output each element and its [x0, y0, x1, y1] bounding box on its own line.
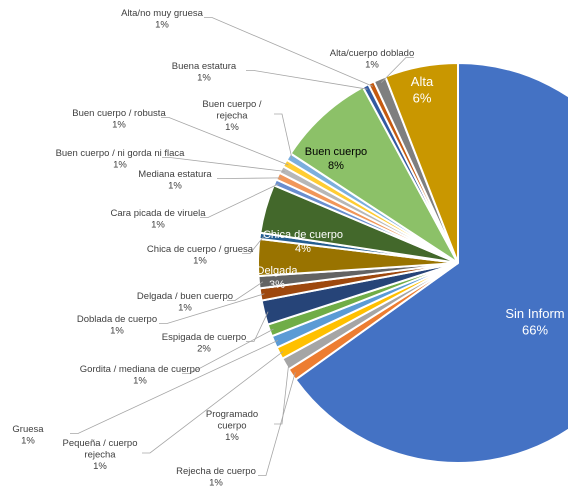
slice-value: 1%: [112, 119, 126, 130]
leader-line-delgada-buen-cuerpo: [227, 281, 264, 301]
slice-label-pequena-cuerpo-rejecha: Pequeña / cuerpo rejecha 1%: [62, 438, 137, 472]
leader-lines: [70, 17, 414, 476]
slice-name: Gordita / mediana de cuerpo: [80, 364, 200, 375]
slice-name: Delgada: [257, 265, 299, 277]
leader-line-programado-cuerpo: [274, 361, 290, 425]
slice-label-alta-cuerpo-doblado: Alta/cuerpo doblado 1%: [330, 48, 415, 70]
pie-slices: [257, 61, 568, 464]
leader-line-espigada-de-cuerpo: [246, 311, 269, 342]
leader-line-gruesa: [70, 340, 279, 434]
slice-label-buena-estatura: Buena estatura 1%: [172, 61, 237, 83]
slice-label-delgada-buen-cuerpo: Delgada / buen cuerpo 1%: [137, 291, 233, 313]
slice-name: Alta: [411, 74, 434, 89]
slice-value: 1%: [225, 432, 239, 443]
slice-value: 1%: [151, 219, 165, 230]
slice-label-chica-de-cuerpo: Chica de cuerpo 4%: [263, 229, 343, 255]
slice-value: 4%: [295, 243, 311, 255]
slice-label-alta-no-muy-gruesa: Alta/no muy gruesa 1%: [121, 8, 204, 30]
slice-value: 1%: [193, 255, 207, 266]
slice-label-buen-cuerpo-robusta: Buen cuerpo / robusta 1%: [72, 108, 166, 130]
slice-value: 8%: [328, 160, 344, 172]
slice-name: Programado: [206, 409, 258, 420]
slice-name: Buen cuerpo /: [202, 99, 262, 110]
leader-line-alta-cuerpo-doblado: [380, 57, 414, 83]
slice-label-doblada-de-cuerpo: Doblada de cuerpo 1%: [77, 314, 157, 336]
leader-line-chica-de-cuerpo-gruesa: [242, 236, 265, 254]
slice-label-delgada: Delgada 3%: [257, 265, 299, 291]
leader-line-buen-cuerpo-robusta: [161, 117, 289, 166]
slice-value: 2%: [197, 343, 211, 354]
slice-value: 1%: [178, 302, 192, 313]
slice-name: rejecha: [216, 110, 248, 121]
slice-value: 1%: [133, 375, 147, 386]
slice-name: Buen cuerpo / ni gorda ni flaca: [56, 148, 186, 159]
slice-value: 1%: [168, 180, 182, 191]
slice-name: Cara picada de viruela: [110, 208, 206, 219]
leader-line-buen-cuerpo-rejecha: [274, 113, 293, 159]
slice-label-rejecha-de-cuerpo: Rejecha de cuerpo 1%: [176, 466, 256, 488]
slice-value: 1%: [155, 19, 169, 30]
leader-line-gordita-mediana-de-cuerpo: [182, 328, 274, 374]
leader-line-mediana-estatura: [217, 177, 282, 179]
slice-label-buen-cuerpo: Buen cuerpo 8%: [305, 146, 367, 172]
slice-label-cara-picada-de-viruela: Cara picada de viruela 1%: [110, 208, 206, 230]
slice-label-alta: Alta 6%: [411, 74, 434, 105]
slice-value: 1%: [365, 59, 379, 70]
leader-line-alta-no-muy-gruesa: [204, 17, 374, 87]
slice-name: Rejecha de cuerpo: [176, 466, 256, 477]
slice-value: 1%: [197, 72, 211, 83]
slice-label-sin-informacion: Sin Inform 66%: [505, 306, 564, 337]
slice-name: Espigada de cuerpo: [162, 332, 247, 343]
slice-name: Mediana estatura: [138, 169, 212, 180]
slice-name: Buen cuerpo: [305, 146, 367, 158]
leader-line-rejecha-de-cuerpo: [258, 372, 296, 476]
slice-label-chica-de-cuerpo-gruesa: Chica de cuerpo / gruesa 1%: [147, 244, 254, 266]
slice-name: Delgada / buen cuerpo: [137, 291, 233, 302]
slice-value: 1%: [113, 159, 127, 170]
slice-name: rejecha: [84, 449, 116, 460]
pie-slice-alta: [384, 61, 459, 264]
slice-labels: Sin Inform 66%Rejecha de cuerpo 1%Programa…: [12, 8, 564, 488]
pie-slice-sin-informacion: [294, 61, 568, 464]
slice-label-programado-cuerpo: Programado cuerpo 1%: [206, 409, 258, 443]
slice-name: Buen cuerpo / robusta: [72, 108, 166, 119]
slice-name: Alta/cuerpo doblado: [330, 48, 415, 59]
slice-value: 1%: [209, 477, 223, 488]
slice-name: cuerpo: [217, 420, 246, 431]
leader-line-buen-cuerpo-ni-gorda-ni-flaca: [162, 157, 285, 172]
slice-label-espigada-de-cuerpo: Espigada de cuerpo 2%: [162, 332, 247, 354]
slice-label-gruesa: Gruesa 1%: [12, 424, 44, 446]
slice-value: 1%: [93, 461, 107, 472]
slice-name: Gruesa: [12, 424, 44, 435]
leader-line-doblada-de-cuerpo: [159, 293, 265, 324]
slice-name: Pequeña / cuerpo: [62, 438, 137, 449]
slice-value: 1%: [225, 122, 239, 133]
slice-name: Doblada de cuerpo: [77, 314, 157, 325]
slice-label-buen-cuerpo-rejecha: Buen cuerpo / rejecha 1%: [202, 99, 262, 133]
slice-value: 1%: [21, 435, 35, 446]
slice-value: 66%: [522, 322, 548, 337]
slice-value: 3%: [269, 279, 285, 291]
leader-line-cara-picada-de-viruela: [200, 183, 279, 218]
slice-name: Chica de cuerpo: [263, 229, 343, 241]
leader-line-pequena-cuerpo-rejecha: [142, 351, 284, 454]
slice-label-mediana-estatura: Mediana estatura 1%: [138, 169, 212, 191]
slice-name: Chica de cuerpo / gruesa: [147, 244, 254, 255]
slice-value: 6%: [413, 90, 432, 105]
slice-label-buen-cuerpo-ni-gorda-ni-flaca: Buen cuerpo / ni gorda ni flaca 1%: [56, 148, 186, 170]
slice-label-gordita-mediana-de-cuerpo: Gordita / mediana de cuerpo 1%: [80, 364, 200, 386]
slice-value: 1%: [110, 325, 124, 336]
slice-name: Sin Inform: [505, 306, 564, 321]
slice-name: Buena estatura: [172, 61, 237, 72]
leader-line-buena-estatura: [246, 70, 368, 90]
slice-name: Alta/no muy gruesa: [121, 8, 204, 19]
